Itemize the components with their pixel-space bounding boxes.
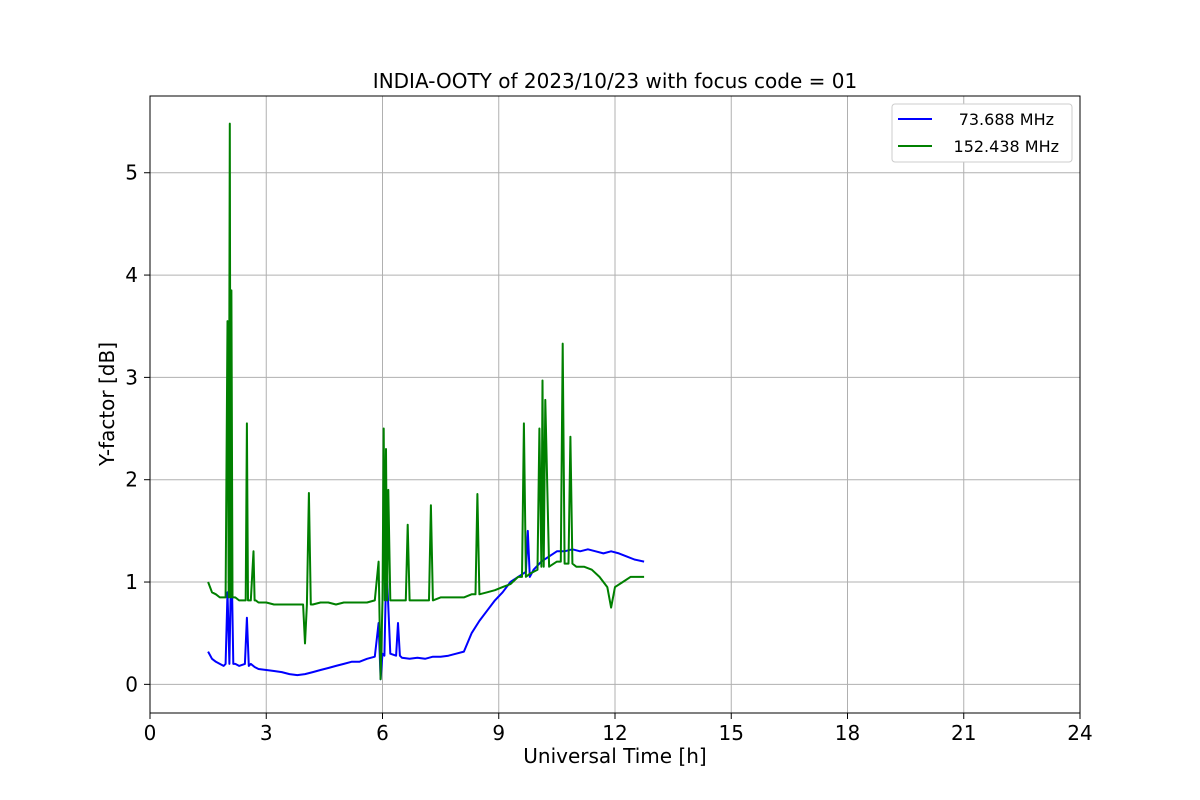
x-tick-label: 0 bbox=[144, 721, 157, 745]
y-tick-label: 2 bbox=[125, 468, 138, 492]
x-tick-label: 15 bbox=[719, 721, 744, 745]
y-axis-label: Y-factor [dB] bbox=[95, 342, 119, 467]
x-tick-label: 3 bbox=[260, 721, 273, 745]
x-tick-label: 24 bbox=[1067, 721, 1092, 745]
x-axis-label: Universal Time [h] bbox=[523, 744, 706, 768]
y-tick-label: 4 bbox=[125, 263, 138, 287]
y-tick-label: 0 bbox=[125, 672, 138, 696]
x-tick-label: 9 bbox=[492, 721, 505, 745]
legend-label-73-688: 73.688 MHz bbox=[959, 110, 1054, 129]
chart-title: INDIA-OOTY of 2023/10/23 with focus code… bbox=[373, 69, 857, 93]
series-line-73-688-mhz bbox=[207, 529, 645, 681]
x-tick-label: 6 bbox=[376, 721, 389, 745]
legend-label-152-438: 152.438 MHz bbox=[954, 137, 1059, 156]
legend-box bbox=[891, 103, 1073, 163]
series-layer bbox=[207, 122, 645, 681]
y-tick-label: 3 bbox=[125, 365, 138, 389]
x-tick-label: 18 bbox=[835, 721, 860, 745]
x-tick-label: 12 bbox=[602, 721, 627, 745]
legend: 73.688 MHz 152.438 MHz bbox=[891, 103, 1073, 163]
series-line-152-438-mhz bbox=[207, 122, 645, 681]
x-tick-label: 21 bbox=[951, 721, 976, 745]
y-tick-label: 1 bbox=[125, 570, 138, 594]
y-tick-label: 5 bbox=[125, 161, 138, 185]
